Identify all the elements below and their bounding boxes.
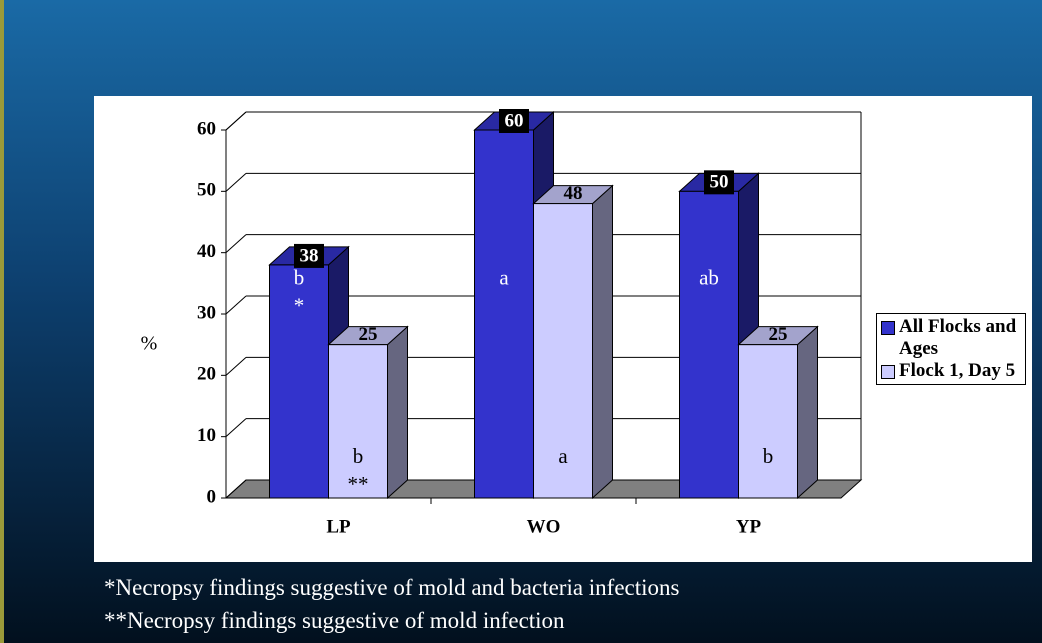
- y-axis-label: %: [141, 333, 158, 355]
- bar-annotation: a: [499, 266, 509, 290]
- bar-front: [474, 129, 534, 499]
- y-tick-label: 40: [197, 241, 216, 262]
- legend-label: Flock 1, Day 5: [899, 360, 1016, 381]
- value-label-box: [294, 243, 324, 268]
- value-label: 50: [710, 172, 729, 193]
- bar-annotation: b: [353, 444, 364, 468]
- bar-annotation: ab: [699, 266, 719, 290]
- y-tick-label: 50: [197, 180, 216, 201]
- value-label-box: [499, 109, 529, 133]
- grid-line: [225, 479, 247, 499]
- value-label: 60: [505, 110, 524, 131]
- bar-annotation: a: [558, 444, 568, 468]
- bar-annotation: b: [763, 444, 774, 468]
- grid-line: [225, 234, 247, 254]
- bar: [327, 325, 409, 500]
- value-label: 25: [359, 324, 378, 345]
- bar-front: [533, 203, 593, 499]
- bar-front: [738, 344, 798, 499]
- grid-line: [225, 418, 247, 438]
- value-label: 38: [300, 245, 319, 266]
- y-tick-label: 60: [197, 118, 216, 139]
- legend-item: Flock 1, Day 5: [881, 360, 1021, 382]
- grid-line: [225, 111, 247, 131]
- x-tick-label: YP: [736, 516, 762, 537]
- bar-side: [797, 325, 818, 500]
- bar-side: [387, 325, 408, 500]
- bar-annotation: **: [348, 472, 369, 496]
- legend-label: All Flocks and Ages: [899, 316, 1017, 359]
- x-tick-label: LP: [326, 516, 351, 537]
- footnote: *Necropsy findings suggestive of mold an…: [104, 575, 680, 600]
- legend: All Flocks and Ages Flock 1, Day 5: [876, 313, 1026, 385]
- y-tick-label: 0: [207, 486, 217, 507]
- bar-annotation: *: [294, 294, 305, 318]
- value-label: 25: [769, 324, 788, 345]
- grid-line: [225, 295, 247, 315]
- bar-front: [679, 190, 739, 499]
- bar-annotation: b: [294, 266, 305, 290]
- bar: [737, 325, 819, 500]
- legend-swatch: [881, 365, 895, 379]
- x-tick-label: WO: [527, 516, 561, 537]
- bar-front: [328, 344, 388, 499]
- y-tick-label: 20: [197, 364, 216, 385]
- grid-line: [225, 356, 247, 376]
- grid-line: [225, 172, 247, 192]
- value-label-box: [704, 170, 734, 195]
- legend-item: All Flocks and Ages: [881, 316, 1021, 360]
- y-tick-label: 10: [197, 425, 216, 446]
- value-label: 48: [564, 183, 583, 204]
- y-tick-label: 30: [197, 302, 216, 323]
- bar-front: [269, 264, 329, 499]
- footnote: **Necropsy findings suggestive of mold i…: [104, 608, 565, 633]
- legend-swatch: [881, 321, 895, 335]
- bar: [532, 184, 614, 500]
- bar-side: [592, 184, 613, 500]
